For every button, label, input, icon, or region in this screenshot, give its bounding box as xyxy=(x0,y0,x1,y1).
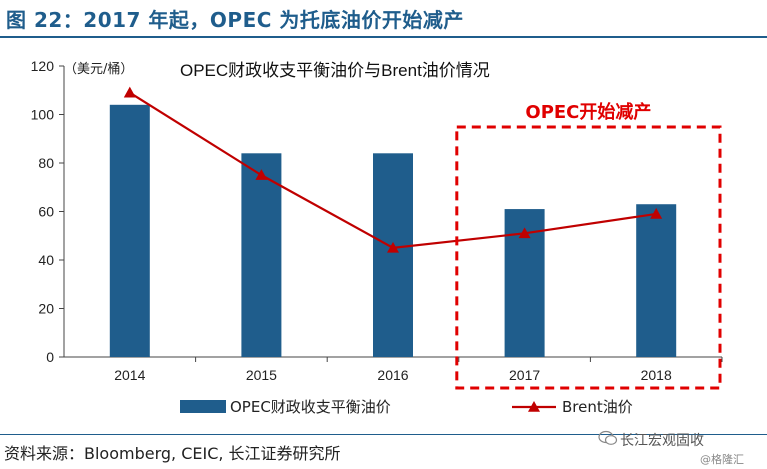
y-tick-label: 120 xyxy=(31,58,55,74)
legend-swatch-marker xyxy=(528,401,540,412)
y-tick-label: 60 xyxy=(38,204,54,220)
legend-label-line: Brent油价 xyxy=(562,398,633,416)
legend-swatch-bar xyxy=(180,400,226,413)
y-tick-label: 40 xyxy=(38,252,54,268)
watermark-main: 长江宏观固收 xyxy=(620,433,704,449)
y-tick-label: 20 xyxy=(38,301,54,317)
chart-title: OPEC财政收支平衡油价与Brent油价情况 xyxy=(180,61,490,80)
x-tick-label: 2016 xyxy=(377,367,408,383)
y-tick-label: 100 xyxy=(31,107,55,123)
source-divider xyxy=(0,434,767,435)
wechat-icon xyxy=(598,430,618,445)
line-series xyxy=(123,86,663,253)
watermark-sub: @格隆汇 xyxy=(700,453,744,466)
x-tick-label: 2015 xyxy=(246,367,277,383)
y-tick-label: 0 xyxy=(46,349,54,365)
bar-series xyxy=(109,104,677,357)
unit-label: （美元/桶） xyxy=(64,62,133,77)
bar xyxy=(241,153,282,357)
figure-title: 图 22：2017 年起，OPEC 为托底油价开始减产 xyxy=(6,8,464,32)
legend-label-bar: OPEC财政收支平衡油价 xyxy=(230,398,391,416)
bar xyxy=(109,104,150,357)
annotation-box xyxy=(455,125,722,390)
y-tick-label: 80 xyxy=(38,155,54,171)
annotation: OPEC开始减产 xyxy=(455,101,722,390)
axes: 0 20 40 60 80 100 120 2014 2015 2016 2017 2018 xyxy=(31,58,723,383)
line-marker xyxy=(387,241,399,253)
chart: 0 20 40 60 80 100 120 2014 2015 2016 2017 2018 OPEC… xyxy=(31,58,723,416)
title-divider xyxy=(0,36,767,38)
bar xyxy=(636,204,677,357)
x-tick-label: 2017 xyxy=(509,367,540,383)
x-tick-label: 2014 xyxy=(114,367,145,383)
line-marker xyxy=(255,169,268,180)
line-marker xyxy=(518,227,531,239)
line-marker xyxy=(123,86,136,98)
bar xyxy=(373,153,413,357)
legend: OPEC财政收支平衡油价 Brent油价 xyxy=(180,398,633,416)
line-marker xyxy=(650,207,663,219)
annotation-label: OPEC开始减产 xyxy=(525,101,651,123)
x-tick-label: 2018 xyxy=(641,367,672,383)
source-note: 资料来源：Bloomberg, CEIC, 长江证券研究所 xyxy=(4,444,341,463)
